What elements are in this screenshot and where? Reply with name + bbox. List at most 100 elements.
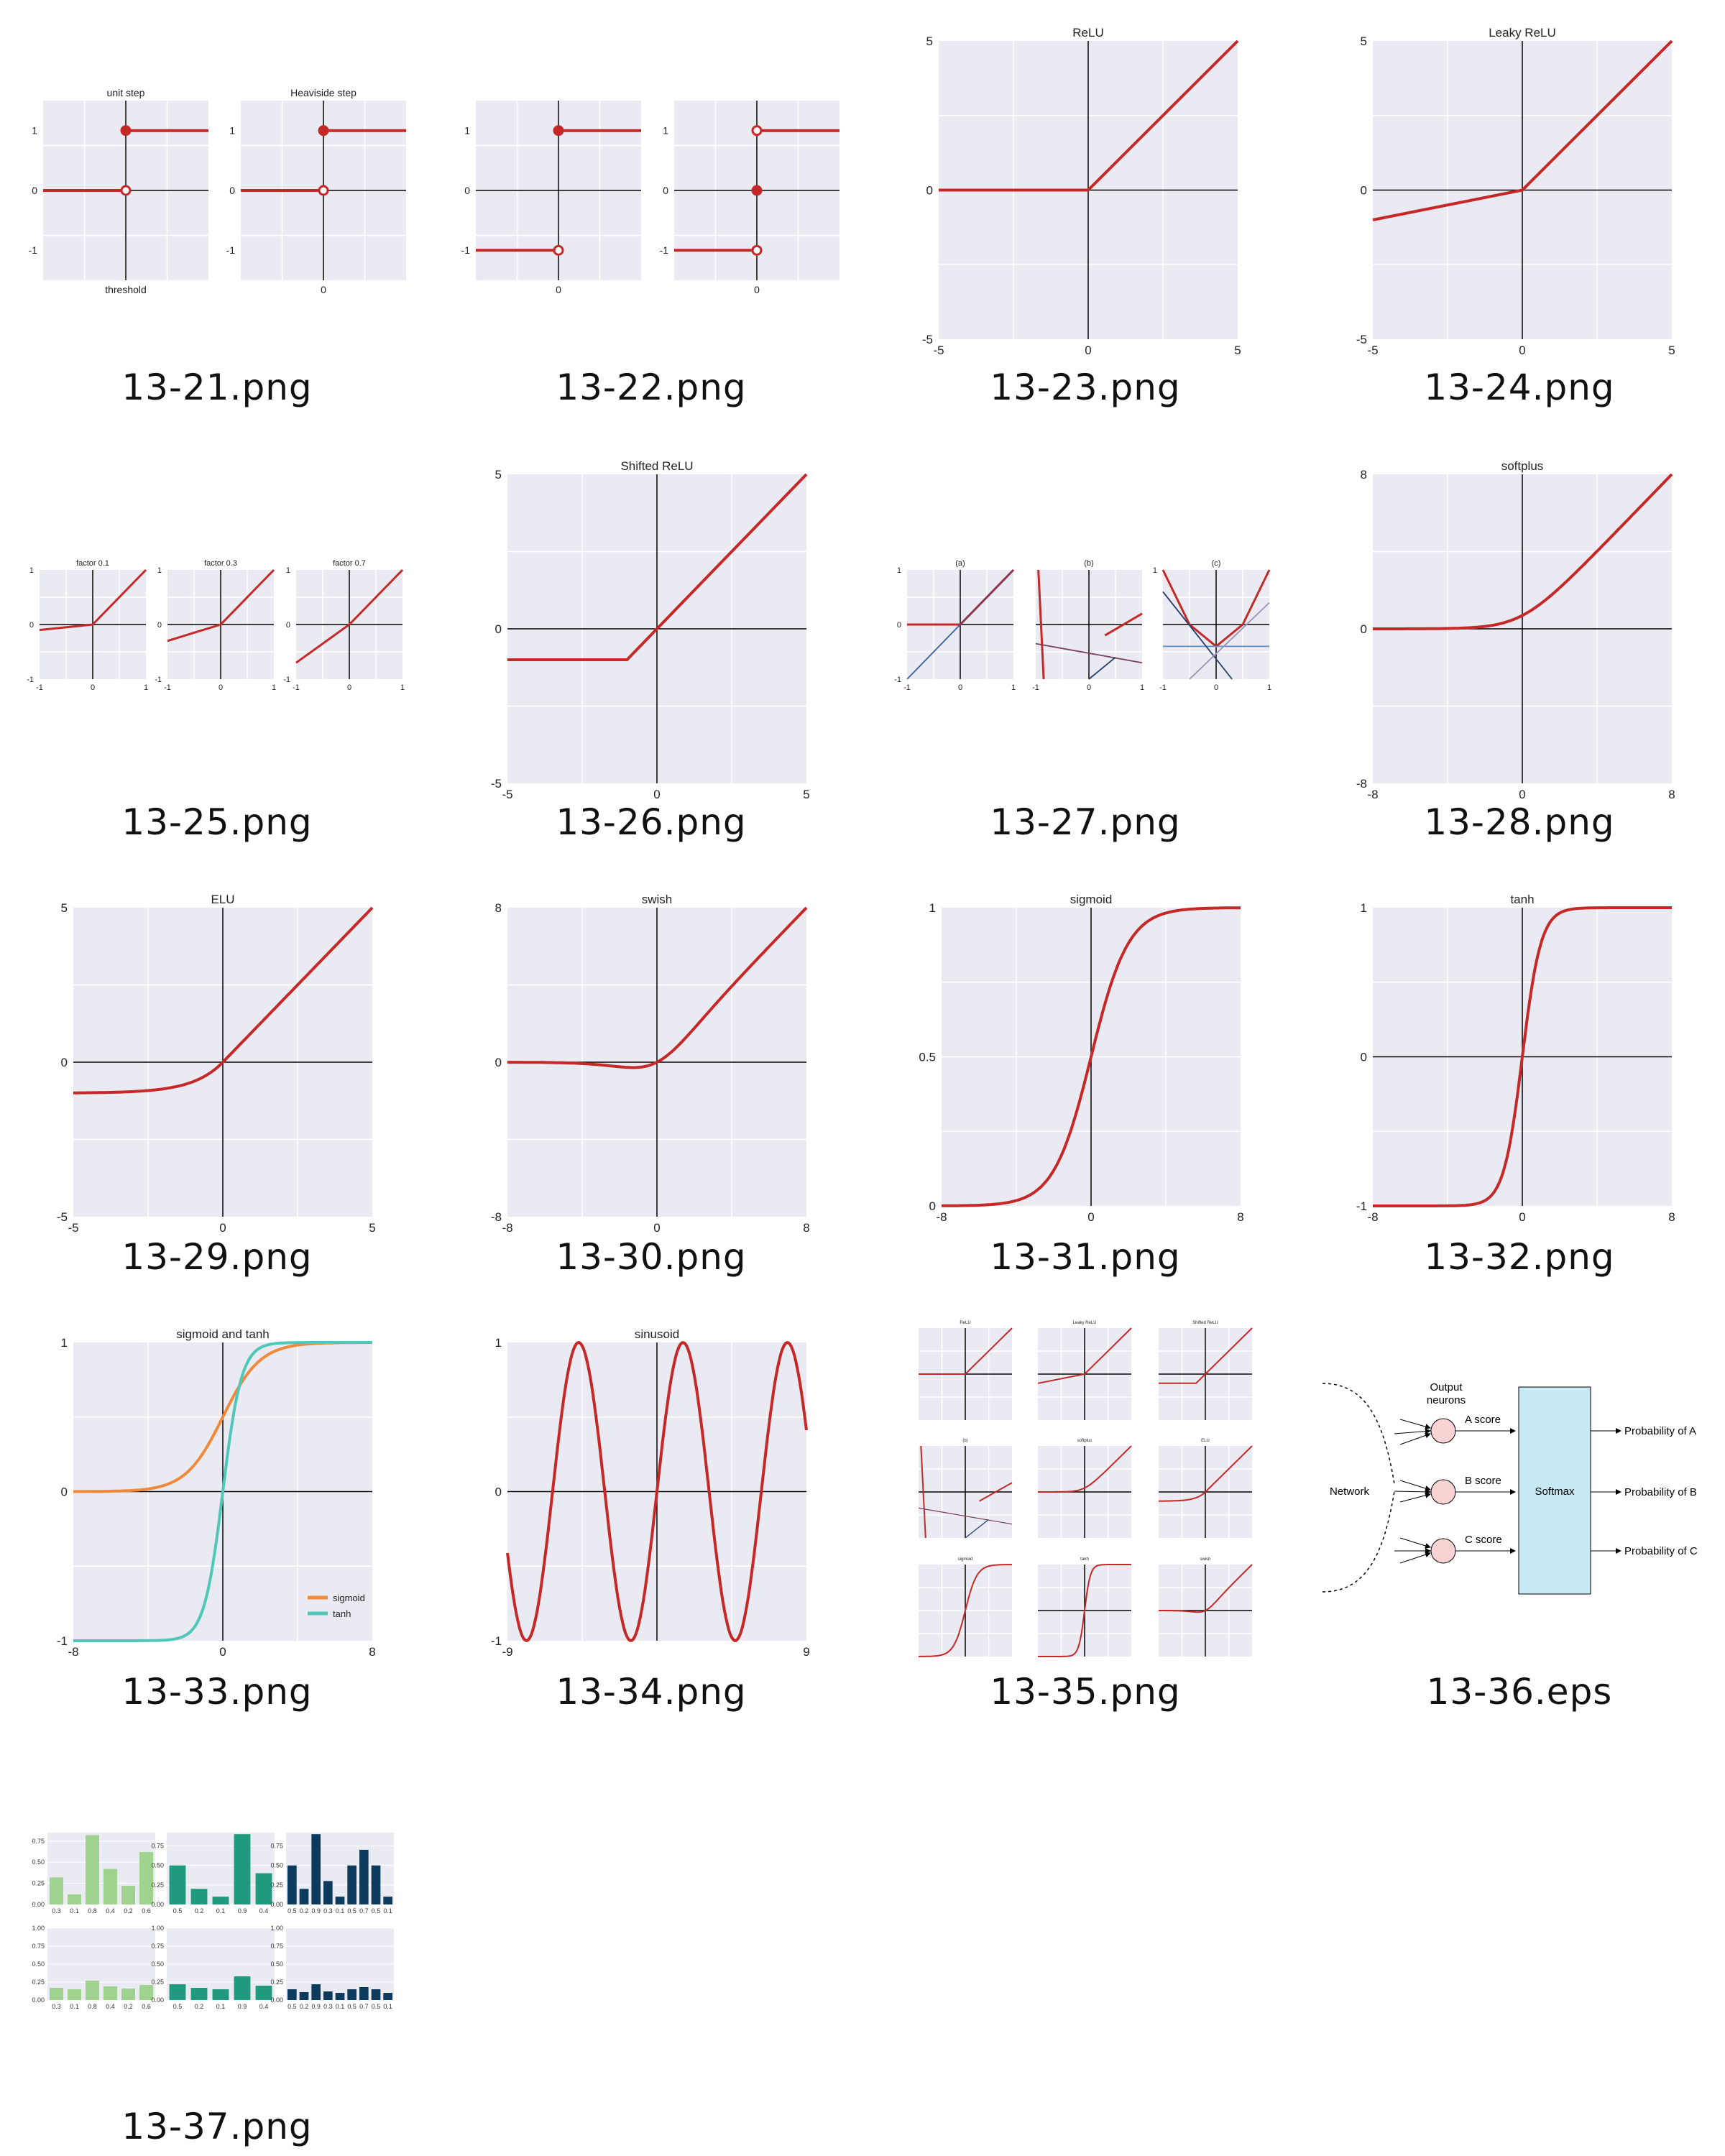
chart-title: sinusoid: [635, 1327, 679, 1341]
y-tick-label: 0.50: [151, 1862, 164, 1869]
x-tick-label: -8: [68, 1645, 78, 1659]
y-tick-label: -8: [1356, 777, 1367, 791]
x-tick-label: 0: [653, 1221, 660, 1235]
series-line: [1162, 591, 1233, 680]
x-tick-label: 0: [219, 1645, 226, 1659]
x-tick-label: 0: [347, 683, 351, 692]
chart-title: swish: [642, 893, 673, 906]
y-tick-label: 1.00: [151, 1925, 164, 1932]
chart-13-29: ELU 5 0 -5-5 0 5: [57, 893, 376, 1235]
caption-13-29: 13-29.png: [121, 1236, 313, 1278]
y-tick-label: 1.00: [270, 1925, 283, 1932]
series-line: [1373, 473, 1673, 630]
series-line: [939, 40, 1239, 192]
x-tick-label: 1: [1267, 683, 1271, 692]
chart-13-27c: (c) 1 -1 0 1: [1153, 559, 1271, 692]
bar-panel-4: 1.00 0.75 0.50 0.25 0.00 0.5 0.2 0.1 0.9 0.4: [151, 1925, 275, 2010]
y-tick-label: 8: [495, 901, 502, 915]
chart-13-24: Leaky ReLU 5 0 -5-5 0 5: [1356, 26, 1675, 357]
neuron-b: [1394, 1479, 1456, 1505]
bar: [104, 1986, 117, 2000]
score-c-label: C score: [1465, 1534, 1502, 1546]
y-tick-label: 1: [157, 566, 162, 575]
x-tick-label: 8: [1668, 1210, 1675, 1224]
bar: [311, 1984, 321, 2000]
caption-13-22: 13-22.png: [556, 367, 747, 408]
y-tick-label: 0.75: [151, 1943, 164, 1950]
y-tick-label: 1: [32, 125, 37, 137]
x-tick-label: 1: [1011, 683, 1016, 692]
mini-chart-13-24: Leaky ReLU: [1037, 1321, 1132, 1420]
x-tick-label: 1: [1140, 683, 1144, 692]
caption-13-25: 13-25.png: [121, 801, 313, 843]
x-tick-label: 0.3: [323, 2003, 333, 2010]
caption-13-37: 13-37.png: [121, 2106, 313, 2147]
softmax-diagram[interactable]: Network Output neurons A score B score C …: [1315, 1376, 1718, 1621]
output-prob-b: Probability of B: [1624, 1486, 1697, 1498]
x-tick-label: -5: [502, 788, 512, 801]
x-tick-label: 0.4: [259, 1907, 269, 1915]
chart-title: ReLU: [1072, 26, 1103, 40]
chart-title: Leaky ReLU: [1072, 1321, 1096, 1325]
y-tick-label: 0.25: [151, 1881, 164, 1889]
series-line: [1159, 1445, 1253, 1502]
y-tick-label: -1: [29, 244, 38, 256]
x-tick-label: 0.1: [336, 2003, 345, 2010]
x-tick-label: -1: [903, 683, 911, 692]
x-tick-label: 8: [1668, 788, 1675, 801]
x-tick-label: 0: [321, 284, 326, 295]
chart-title: factor 0.1: [76, 559, 109, 568]
series-line: [1189, 602, 1270, 680]
caption-13-34: 13-34.png: [556, 1671, 747, 1713]
y-tick-label: 0: [1361, 1050, 1367, 1064]
chart-title: sigmoid and tanh: [176, 1327, 269, 1341]
legend-label: tanh: [333, 1608, 351, 1619]
y-tick-label: 0: [32, 185, 37, 196]
x-tick-label: 0.1: [216, 1907, 226, 1915]
y-tick-label: 0: [1361, 622, 1367, 636]
chart-13-28: softplus 8 0 -8-8 0 8: [1356, 459, 1675, 801]
chart-13-27a: (a) 1 0 -1-1 0 1: [894, 559, 1016, 692]
chart-13-26: Shifted ReLU 5 0 -5-5 0 5: [491, 459, 810, 801]
y-tick-label: 0: [897, 621, 901, 630]
x-tick-label: 0.6: [142, 2003, 151, 2010]
chart-13-22b: 1 0 -1 0: [660, 101, 840, 295]
series-line: [1035, 642, 1143, 664]
chart-title: ReLU: [960, 1321, 970, 1325]
series-line: [941, 906, 1241, 1207]
y-tick-label: 0.00: [270, 1996, 283, 2004]
chart-title: Heaviside step: [290, 87, 356, 98]
x-tick-label: 0.8: [88, 1907, 97, 1915]
x-tick-label: -1: [293, 683, 300, 692]
y-tick-label: 0: [464, 185, 470, 196]
bar: [139, 1852, 153, 1904]
x-axis-label: threshold: [105, 284, 147, 295]
caption-13-31: 13-31.png: [990, 1236, 1181, 1278]
chart-title: tanh: [1510, 893, 1534, 906]
y-tick-label: 0: [495, 1485, 502, 1498]
x-tick-label: 0: [556, 284, 561, 295]
series-line: [1037, 569, 1045, 680]
y-tick-label: 0.00: [32, 1996, 45, 2004]
series-line: [1372, 40, 1673, 221]
chart-title: ELU: [211, 893, 234, 906]
y-tick-label: -1: [461, 244, 471, 256]
bar: [288, 1989, 297, 2000]
network-curve-bottom: [1322, 1491, 1395, 1593]
chart-title: (a): [955, 559, 965, 568]
y-tick-label: -1: [1356, 1199, 1367, 1213]
bar: [347, 1865, 356, 1904]
bar-panel-3: 1.00 0.75 0.50 0.25 0.00 0.3 0.1 0.8 0.4 0.2 0.6: [32, 1925, 155, 2010]
y-tick-label: 0.75: [32, 1838, 45, 1845]
y-tick-label: 0.75: [270, 1943, 283, 1950]
x-tick-label: 0.2: [124, 2003, 133, 2010]
x-tick-label: 5: [1668, 344, 1675, 357]
chart-title: Leaky ReLU: [1489, 26, 1556, 40]
bar: [383, 1993, 392, 2000]
network-label: Network: [1330, 1485, 1370, 1498]
caption-13-24: 13-24.png: [1424, 367, 1615, 408]
y-tick-label: 0.00: [151, 1996, 164, 2004]
y-tick-label: 1: [1361, 901, 1367, 915]
x-tick-label: 0.1: [70, 2003, 79, 2010]
chart-title: Shifted ReLU: [1192, 1321, 1218, 1325]
